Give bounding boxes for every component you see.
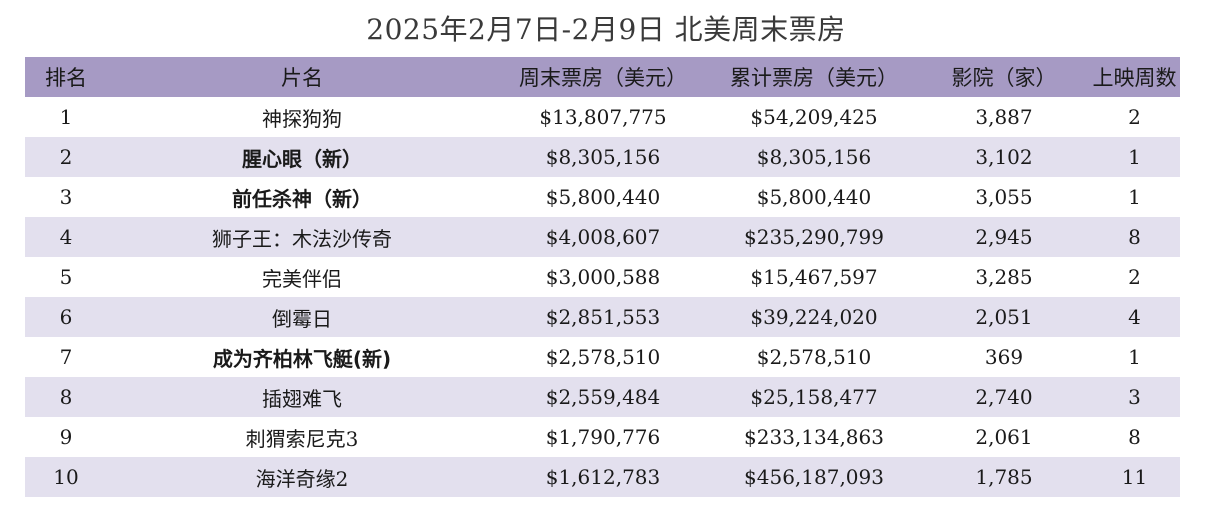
table-row: 7 成为齐柏林飞艇(新) $2,578,510 $2,578,510 369 1 <box>25 337 1180 377</box>
cell-total-gross: $54,209,425 <box>750 105 878 129</box>
cell-film: 神探狗狗 <box>262 106 342 131</box>
cell-film: 倒霉日 <box>272 306 332 331</box>
cell-weeks: 8 <box>1128 225 1141 249</box>
table-row: 8 插翅难飞 $2,559,484 $25,158,477 2,740 3 <box>25 377 1180 417</box>
cell-rank: 7 <box>59 345 73 369</box>
table-row: 9 刺猬索尼克3 $1,790,776 $233,134,863 2,061 8 <box>25 417 1180 457</box>
table-row: 6 倒霉日 $2,851,553 $39,224,020 2,051 4 <box>25 297 1180 337</box>
cell-total-gross: $25,158,477 <box>750 385 878 409</box>
cell-theaters: 369 <box>984 345 1024 369</box>
cell-total-gross: $8,305,156 <box>756 145 872 169</box>
header-film: 片名 <box>281 66 323 90</box>
cell-total-gross: $235,290,799 <box>744 225 884 249</box>
cell-weekend-gross: $5,800,440 <box>545 185 661 209</box>
cell-rank: 5 <box>59 265 73 289</box>
cell-rank: 4 <box>59 225 73 249</box>
cell-weeks: 4 <box>1128 305 1141 329</box>
cell-weeks: 1 <box>1128 185 1141 209</box>
box-office-table: 排名 片名 周末票房（美元） 累计票房（美元） 影院（家） 上映周数 1 神探狗… <box>25 57 1180 497</box>
cell-weeks: 2 <box>1128 105 1141 129</box>
cell-theaters: 3,285 <box>975 265 1033 289</box>
cell-film: 狮子王：木法沙传奇 <box>212 226 392 251</box>
table-row: 4 狮子王：木法沙传奇 $4,008,607 $235,290,799 2,94… <box>25 217 1180 257</box>
cell-weekend-gross: $2,559,484 <box>545 385 661 409</box>
cell-weeks: 11 <box>1121 465 1148 489</box>
cell-film: 成为齐柏林飞艇(新) <box>212 346 392 371</box>
cell-theaters: 2,061 <box>975 425 1033 449</box>
cell-total-gross: $15,467,597 <box>750 265 878 289</box>
cell-weeks: 3 <box>1128 385 1141 409</box>
cell-rank: 9 <box>59 425 73 449</box>
cell-theaters: 1,785 <box>975 465 1033 489</box>
header-weekend-gross: 周末票房（美元） <box>519 66 687 90</box>
cell-weekend-gross: $4,008,607 <box>545 225 661 249</box>
cell-film: 插翅难飞 <box>262 386 342 411</box>
cell-total-gross: $2,578,510 <box>756 345 872 369</box>
cell-theaters: 2,740 <box>975 385 1033 409</box>
cell-weeks: 1 <box>1128 145 1141 169</box>
cell-total-gross: $233,134,863 <box>744 425 884 449</box>
header-theaters: 影院（家） <box>951 66 1057 90</box>
cell-weeks: 8 <box>1128 425 1141 449</box>
table-row: 5 完美伴侣 $3,000,588 $15,467,597 3,285 2 <box>25 257 1180 297</box>
cell-theaters: 2,051 <box>975 305 1033 329</box>
table-row: 1 神探狗狗 $13,807,775 $54,209,425 3,887 2 <box>25 97 1180 137</box>
cell-film: 腥心眼（新） <box>242 146 362 171</box>
cell-weekend-gross: $3,000,588 <box>545 265 661 289</box>
cell-rank: 8 <box>59 385 73 409</box>
header-total-gross: 累计票房（美元） <box>730 66 898 90</box>
cell-rank: 1 <box>59 105 73 129</box>
cell-weekend-gross: $2,851,553 <box>545 305 661 329</box>
cell-film: 完美伴侣 <box>262 266 342 291</box>
cell-theaters: 3,887 <box>975 105 1033 129</box>
cell-weekend-gross: $1,790,776 <box>545 425 661 449</box>
header-rank: 排名 <box>45 66 87 90</box>
cell-total-gross: $39,224,020 <box>750 305 878 329</box>
cell-weekend-gross: $2,578,510 <box>545 345 661 369</box>
cell-rank: 2 <box>59 145 73 169</box>
cell-total-gross: $5,800,440 <box>756 185 872 209</box>
cell-theaters: 3,055 <box>975 185 1033 209</box>
page-title: 2025年2月7日-2月9日 北美周末票房 <box>366 13 846 46</box>
cell-film: 海洋奇缘2 <box>255 466 349 491</box>
cell-rank: 10 <box>53 465 79 489</box>
cell-weekend-gross: $8,305,156 <box>545 145 661 169</box>
cell-weeks: 2 <box>1128 265 1141 289</box>
cell-film: 刺猬索尼克3 <box>245 426 359 451</box>
cell-theaters: 2,945 <box>975 225 1033 249</box>
cell-weekend-gross: $1,612,783 <box>545 465 661 489</box>
cell-theaters: 3,102 <box>975 145 1033 169</box>
table-row: 2 腥心眼（新） $8,305,156 $8,305,156 3,102 1 <box>25 137 1180 177</box>
cell-weekend-gross: $13,807,775 <box>539 105 667 129</box>
table-row: 10 海洋奇缘2 $1,612,783 $456,187,093 1,785 1… <box>25 457 1180 497</box>
table-header-row: 排名 片名 周末票房（美元） 累计票房（美元） 影院（家） 上映周数 <box>25 57 1180 97</box>
cell-total-gross: $456,187,093 <box>744 465 884 489</box>
cell-rank: 3 <box>59 185 73 209</box>
cell-film: 前任杀神（新） <box>232 186 372 211</box>
cell-rank: 6 <box>59 305 73 329</box>
header-weeks: 上映周数 <box>1092 66 1177 90</box>
cell-weeks: 1 <box>1128 345 1141 369</box>
table-row: 3 前任杀神（新） $5,800,440 $5,800,440 3,055 1 <box>25 177 1180 217</box>
